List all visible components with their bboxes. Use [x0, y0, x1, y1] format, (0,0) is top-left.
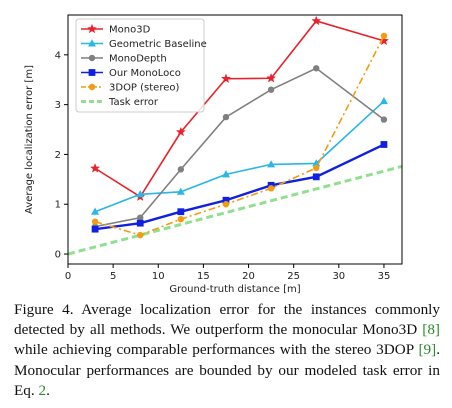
x-tick-label: 10: [152, 271, 165, 282]
data-point-mono3d: [220, 73, 232, 84]
data-point-3dop-stereo: [380, 32, 388, 40]
data-point-monodepth: [380, 116, 388, 123]
data-point-3dop-stereo: [137, 231, 144, 239]
caption-text-4: .: [46, 381, 50, 399]
legend-entry-3dop-stereo: 3DOP (stereo): [81, 83, 179, 94]
plot-frame: [67, 14, 403, 265]
x-tick-label: 30: [332, 271, 345, 282]
x-tick-label: 25: [287, 271, 300, 282]
caption-text-2: while achieving comparable performances …: [14, 341, 419, 359]
chart-svg: 0 5 10 15 20 25 30 35 0 1 2 3 4 Ground-truth distanc…: [24, 14, 403, 295]
y-tick-label: 0: [55, 250, 61, 261]
legend-label: MonoDepth: [109, 54, 167, 65]
caption-text-1: Figure 4. Average localization error for…: [14, 301, 440, 339]
data-point-our-monoloco: [177, 208, 185, 216]
data-point-our-monoloco: [222, 196, 230, 204]
plot-area: [67, 15, 403, 256]
data-point-mono3d: [378, 35, 390, 46]
x-tick-label: 15: [197, 271, 210, 282]
y-tick-label: 2: [55, 150, 61, 161]
legend-marker: [88, 39, 96, 47]
figure-caption: Figure 4. Average localization error for…: [14, 300, 440, 401]
series-monodepth: [91, 65, 388, 230]
equation-link[interactable]: 2: [38, 381, 47, 399]
data-point-3dop-stereo: [222, 201, 230, 208]
y-tick-label: 1: [55, 200, 61, 211]
data-point-3dop-stereo: [91, 218, 99, 225]
data-point-geometric-baseline: [379, 96, 388, 105]
data-point-geometric-baseline: [176, 187, 185, 195]
series-3dop-stereo: [91, 32, 388, 239]
legend-label: Task error: [108, 97, 159, 108]
figure-chart: 0 5 10 15 20 25 30 35 0 1 2 3 4 Ground-truth distanc…: [24, 14, 403, 295]
x-axis-label: Ground-truth distance [m]: [169, 284, 300, 295]
legend-marker: [88, 83, 96, 91]
legend-entry-mono3d: Mono3D: [81, 23, 151, 36]
data-point-our-monoloco: [312, 173, 320, 181]
x-tick-label: 0: [65, 271, 71, 282]
chart-legend: Mono3D Geometric Baseline MonoDepth Our Mon…: [75, 18, 207, 113]
data-point-geometric-baseline: [136, 190, 145, 198]
legend-entry-geometric-baseline: Geometric Baseline: [81, 39, 207, 50]
legend-entry-task-error: Task error: [81, 97, 159, 108]
data-point-mono3d: [175, 126, 186, 137]
data-point-our-monoloco: [136, 219, 144, 227]
data-point-monodepth: [177, 166, 185, 173]
x-tick-label: 35: [378, 271, 391, 282]
y-axis-label: Average localization error [m]: [24, 65, 35, 214]
caption-text-3: . Monocular performances are bounded by …: [14, 341, 440, 399]
legend-box: [75, 18, 205, 113]
data-point-our-monoloco: [380, 141, 388, 148]
series-line-task-error: [67, 164, 403, 256]
legend-marker: [88, 69, 96, 76]
legend-label: Mono3D: [109, 25, 151, 36]
chart-axes: 0 5 10 15 20 25 30 35 0 1 2 3 4: [55, 14, 403, 282]
data-point-monodepth: [137, 214, 144, 221]
x-tick-label: 5: [110, 271, 116, 282]
data-point-geometric-baseline: [91, 207, 100, 215]
data-point-mono3d: [311, 15, 322, 26]
data-point-geometric-baseline: [221, 170, 230, 178]
data-point-geometric-baseline: [312, 159, 321, 167]
y-tick-label: 3: [55, 100, 61, 111]
data-point-3dop-stereo: [177, 215, 185, 223]
citation-link-mono3d[interactable]: [8]: [422, 321, 440, 339]
x-tick-label: 20: [242, 271, 255, 282]
data-point-3dop-stereo: [313, 164, 320, 172]
data-point-monodepth: [313, 65, 320, 72]
series-geometric-baseline: [91, 96, 388, 215]
data-point-our-monoloco: [91, 225, 99, 233]
data-point-mono3d: [266, 72, 277, 83]
legend-label: 3DOP (stereo): [109, 83, 179, 94]
citation-link-3dop[interactable]: [9]: [418, 341, 437, 359]
legend-label: Our MonoLoco: [109, 68, 181, 79]
data-point-geometric-baseline: [267, 160, 276, 168]
series-our-monoloco: [91, 141, 388, 233]
series-task-error: [67, 164, 403, 256]
legend-marker: [88, 54, 96, 62]
y-tick-label: 4: [55, 50, 61, 61]
data-point-monodepth: [222, 113, 230, 121]
data-point-monodepth: [267, 86, 275, 93]
legend-entry-monodepth: MonoDepth: [81, 54, 167, 65]
legend-entry-our-monoloco: Our MonoLoco: [81, 68, 181, 79]
data-point-mono3d: [90, 163, 101, 173]
data-point-3dop-stereo: [267, 185, 275, 192]
legend-label: Geometric Baseline: [109, 39, 207, 50]
legend-marker: [86, 23, 98, 34]
